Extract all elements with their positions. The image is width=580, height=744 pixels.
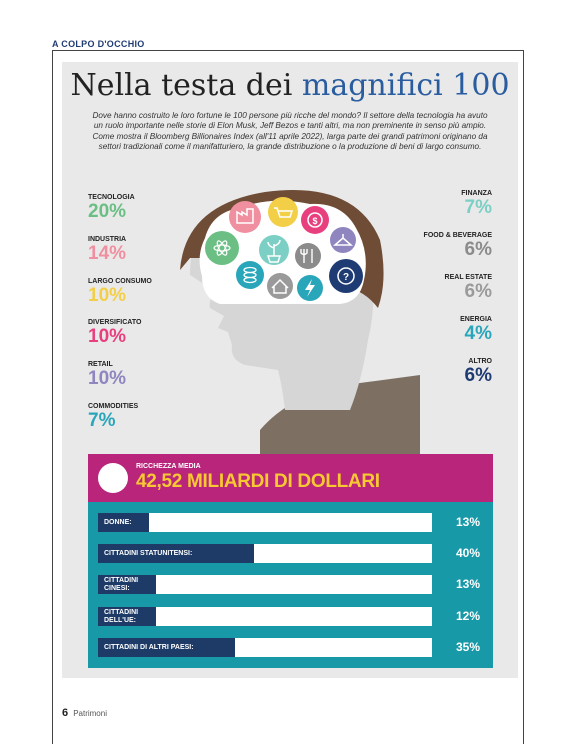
question-icon: ? bbox=[329, 259, 363, 293]
cart-icon bbox=[268, 197, 298, 227]
lede-paragraph: Dove hanno costruito le loro fortune le … bbox=[92, 111, 488, 152]
lightning-icon bbox=[297, 275, 323, 301]
sector-value: 6% bbox=[464, 281, 492, 302]
stat-percent: 40% bbox=[456, 546, 481, 560]
sector-label: DIVERSIFICATO bbox=[88, 319, 142, 326]
page-frame bbox=[52, 50, 524, 744]
title-prefix: Nella testa dei bbox=[70, 68, 293, 103]
stat-bar-fill bbox=[98, 513, 149, 532]
section-rubric: A COLPO D'OCCHIO bbox=[52, 39, 145, 49]
stat-bar-fill bbox=[98, 544, 255, 563]
stat-row-altri: CITTADINI DI ALTRI PAESI: 35% bbox=[98, 638, 480, 657]
sector-energia: ENERGIA 4% bbox=[460, 316, 492, 345]
wealth-caption: RICCHEZZA MEDIA bbox=[136, 463, 201, 470]
sector-value: 20% bbox=[88, 201, 127, 222]
svg-text:?: ? bbox=[343, 272, 349, 283]
sector-label: TECNOLOGIA bbox=[88, 194, 135, 201]
stat-label: CITTADINI STATUNITENSI: bbox=[104, 549, 193, 557]
sector-value: 6% bbox=[464, 239, 492, 260]
sector-value: 7% bbox=[464, 197, 492, 218]
sector-diversificato: DIVERSIFICATO 10% bbox=[88, 319, 141, 348]
sector-label: ENERGIA bbox=[460, 316, 492, 323]
title-accent: magnifici 100 bbox=[301, 68, 510, 103]
wealth-headline: 42,52 MILIARDI DI DOLLARI bbox=[136, 471, 380, 492]
sector-label: REAL ESTATE bbox=[444, 274, 492, 281]
cutlery-icon bbox=[295, 243, 321, 269]
stat-bar-fill bbox=[98, 607, 156, 626]
sector-industria: INDUSTRIA 14% bbox=[88, 236, 126, 265]
wealth-banner: RICCHEZZA MEDIA 42,52 MILIARDI DI DOLLAR… bbox=[88, 454, 493, 502]
banner-circle bbox=[98, 463, 128, 493]
stat-row-ue: CITTADINI DELL'UE: 12% bbox=[98, 607, 480, 626]
sector-finanza: FINANZA 7% bbox=[461, 190, 492, 219]
stat-label: CITTADINI DI ALTRI PAESI: bbox=[104, 643, 194, 651]
sector-label: RETAIL bbox=[88, 361, 113, 368]
stat-bar-fill bbox=[98, 575, 156, 594]
sector-retail: RETAIL 10% bbox=[88, 361, 126, 390]
stat-percent: 13% bbox=[456, 515, 481, 529]
sector-label: FINANZA bbox=[461, 190, 492, 197]
head-illustration: $ ? bbox=[180, 190, 420, 455]
sector-value: 10% bbox=[88, 326, 127, 347]
sector-altro: ALTRO 6% bbox=[465, 358, 492, 387]
atom-icon bbox=[205, 231, 239, 265]
sector-value: 14% bbox=[88, 243, 127, 264]
stat-percent: 12% bbox=[456, 609, 481, 623]
house-icon bbox=[267, 273, 293, 299]
stat-label: DONNE: bbox=[104, 518, 132, 526]
coins-icon bbox=[236, 261, 264, 289]
stat-row-cina: CITTADINI CINESI: 13% bbox=[98, 575, 480, 594]
page-folio: 6 Patrimoni bbox=[62, 707, 107, 719]
page-number: 6 bbox=[62, 707, 69, 719]
sector-value: 7% bbox=[88, 410, 116, 431]
sector-label: INDUSTRIA bbox=[88, 236, 127, 243]
sector-label: COMMODITIES bbox=[88, 403, 139, 410]
stats-panel: DONNE: 13% CITTADINI STATUNITENSI: 40% C… bbox=[88, 502, 493, 668]
sector-food-beverage: FOOD & BEVERAGE 6% bbox=[424, 232, 492, 261]
plant-icon bbox=[259, 235, 289, 265]
stat-row-usa: CITTADINI STATUNITENSI: 40% bbox=[98, 544, 480, 563]
sector-label: FOOD & BEVERAGE bbox=[423, 232, 492, 239]
sector-value: 10% bbox=[88, 285, 127, 306]
stat-bar-fill bbox=[98, 638, 235, 657]
shoulder-shape bbox=[260, 375, 420, 455]
sector-real-estate: REAL ESTATE 6% bbox=[445, 274, 492, 303]
money-icon: $ bbox=[301, 206, 329, 234]
sector-value: 10% bbox=[88, 368, 127, 389]
sector-label: ALTRO bbox=[468, 358, 492, 365]
factory-icon bbox=[229, 201, 261, 233]
stat-percent: 13% bbox=[456, 577, 481, 591]
stat-label: CITTADINI CINESI: bbox=[104, 576, 139, 592]
sector-largo-consumo: LARGO CONSUMO 10% bbox=[88, 278, 152, 307]
svg-text:$: $ bbox=[312, 216, 317, 226]
sector-tecnologia: TECNOLOGIA 20% bbox=[88, 194, 135, 223]
sector-value: 4% bbox=[464, 323, 492, 344]
infographic-title: Nella testa dei magnifici 100 bbox=[62, 68, 518, 103]
magazine-name: Patrimoni bbox=[73, 709, 107, 718]
sector-value: 6% bbox=[464, 365, 492, 386]
hanger-icon bbox=[330, 227, 356, 253]
stat-row-donne: DONNE: 13% bbox=[98, 513, 480, 532]
stat-label: CITTADINI DELL'UE: bbox=[104, 608, 139, 624]
sector-commodities: COMMODITIES 7% bbox=[88, 403, 138, 432]
stat-percent: 35% bbox=[456, 640, 481, 654]
sector-label: LARGO CONSUMO bbox=[88, 278, 152, 285]
